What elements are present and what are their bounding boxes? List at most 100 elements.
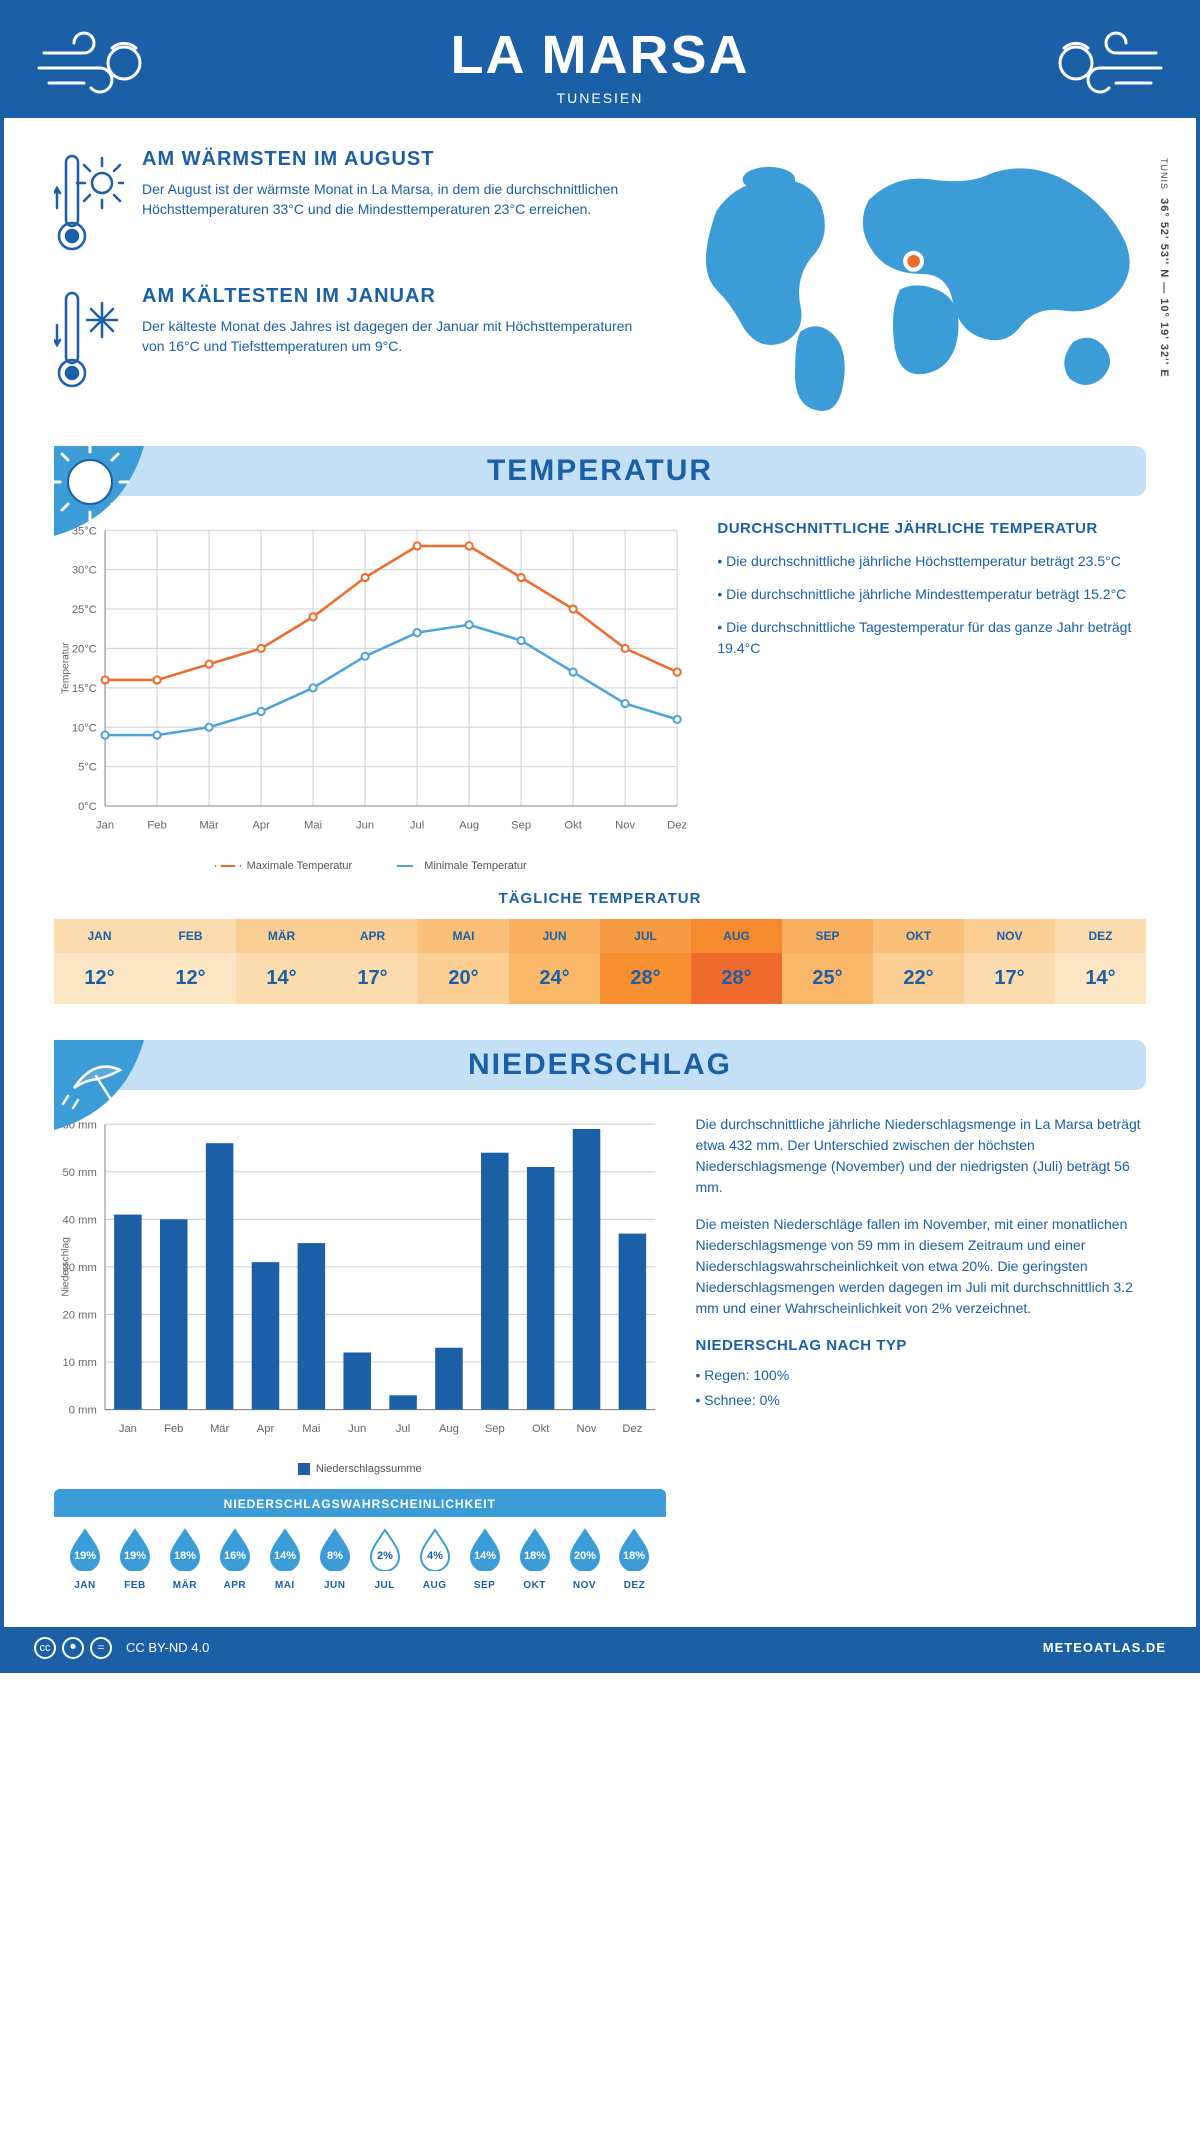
wind-icon-left	[34, 28, 154, 108]
svg-text:Mai: Mai	[304, 819, 322, 831]
svg-text:Temperatur: Temperatur	[60, 641, 71, 693]
svg-text:Nov: Nov	[577, 1423, 597, 1435]
temperature-line-chart: 0°C5°C10°C15°C20°C25°C30°C35°CJanFebMärA…	[54, 520, 687, 847]
temperature-legend: Maximale Temperatur Minimale Temperatur	[54, 860, 687, 872]
nd-icon: =	[90, 1637, 112, 1659]
svg-text:19%: 19%	[124, 1550, 146, 1562]
prob-drop: 2% JUL	[360, 1527, 410, 1591]
svg-text:10 mm: 10 mm	[63, 1357, 97, 1369]
svg-text:10°C: 10°C	[72, 722, 97, 734]
coordinates: TUNIS 36° 52' 53'' N — 10° 19' 32'' E	[1158, 158, 1170, 378]
svg-text:20%: 20%	[573, 1550, 595, 1562]
sun-icon	[54, 446, 144, 536]
daily-temp-title: TÄGLICHE TEMPERATUR	[54, 890, 1146, 907]
svg-text:Feb: Feb	[164, 1423, 183, 1435]
prob-drop: 16% APR	[210, 1527, 260, 1591]
warmest-title: AM WÄRMSTEN IM AUGUST	[142, 148, 655, 171]
svg-text:Feb: Feb	[147, 819, 166, 831]
wind-icon-right	[1046, 28, 1166, 108]
precipitation-bar-chart: 0 mm10 mm20 mm30 mm40 mm50 mm60 mmNieder…	[54, 1114, 666, 1450]
prob-drop: 18% DEZ	[609, 1527, 659, 1591]
page-subtitle: TUNESIEN	[4, 90, 1196, 106]
site-name: METEOATLAS.DE	[1043, 1640, 1166, 1655]
prob-drop: 20% NOV	[560, 1527, 610, 1591]
svg-text:14%: 14%	[274, 1550, 296, 1562]
prob-drop: 14% MAI	[260, 1527, 310, 1591]
svg-text:0 mm: 0 mm	[69, 1404, 97, 1416]
thermometer-hot-icon	[54, 148, 124, 258]
footer: cc ⏺ = CC BY-ND 4.0 METEOATLAS.DE	[4, 1627, 1196, 1669]
svg-text:0°C: 0°C	[78, 801, 97, 813]
intro-section: AM WÄRMSTEN IM AUGUST Der August ist der…	[54, 148, 1146, 426]
svg-text:19%: 19%	[74, 1550, 96, 1562]
daily-temp-table: JANFEBMÄRAPRMAIJUNJULAUGSEPOKTNOVDEZ12°1…	[54, 919, 1146, 1004]
svg-text:30°C: 30°C	[72, 564, 97, 576]
svg-text:20°C: 20°C	[72, 643, 97, 655]
precipitation-heading: NIEDERSCHLAG	[54, 1048, 1146, 1082]
svg-text:Niederschlag: Niederschlag	[60, 1236, 71, 1296]
svg-text:25°C: 25°C	[72, 604, 97, 616]
svg-text:Sep: Sep	[511, 819, 531, 831]
infographic-page: LA MARSA TUNESIEN	[0, 0, 1200, 1673]
thermometer-cold-icon	[54, 285, 124, 395]
temperature-heading: TEMPERATUR	[54, 454, 1146, 488]
warmest-fact: AM WÄRMSTEN IM AUGUST Der August ist der…	[54, 148, 655, 263]
svg-text:Aug: Aug	[459, 819, 479, 831]
header: LA MARSA TUNESIEN	[4, 4, 1196, 118]
svg-text:8%: 8%	[327, 1550, 343, 1562]
page-title: LA MARSA	[4, 24, 1196, 86]
svg-text:40 mm: 40 mm	[63, 1214, 97, 1226]
svg-text:16%: 16%	[224, 1550, 246, 1562]
svg-text:Jul: Jul	[396, 1423, 410, 1435]
svg-text:Dez: Dez	[622, 1423, 642, 1435]
svg-text:20 mm: 20 mm	[63, 1309, 97, 1321]
svg-text:Apr: Apr	[252, 819, 270, 831]
warmest-text: Der August ist der wärmste Monat in La M…	[142, 179, 655, 220]
prob-drop: 18% OKT	[510, 1527, 560, 1591]
svg-text:18%: 18%	[524, 1550, 546, 1562]
svg-text:Okt: Okt	[532, 1423, 550, 1435]
svg-text:18%: 18%	[174, 1550, 196, 1562]
svg-text:Nov: Nov	[615, 819, 635, 831]
svg-text:50 mm: 50 mm	[63, 1166, 97, 1178]
temperature-header: TEMPERATUR	[54, 446, 1146, 496]
prob-drop: 19% FEB	[110, 1527, 160, 1591]
svg-text:Jun: Jun	[356, 819, 374, 831]
svg-text:2%: 2%	[377, 1550, 393, 1562]
svg-text:Jan: Jan	[119, 1423, 137, 1435]
prob-drop: 8% JUN	[310, 1527, 360, 1591]
precipitation-info: Die durchschnittliche jährliche Niedersc…	[696, 1114, 1146, 1597]
prob-drop: 19% JAN	[60, 1527, 110, 1591]
svg-text:Sep: Sep	[485, 1423, 505, 1435]
coldest-text: Der kälteste Monat des Jahres ist dagege…	[142, 316, 655, 357]
svg-text:Aug: Aug	[439, 1423, 459, 1435]
svg-text:Mai: Mai	[302, 1423, 320, 1435]
prob-drop: 4% AUG	[410, 1527, 460, 1591]
svg-text:Mär: Mär	[210, 1423, 230, 1435]
temperature-info: DURCHSCHNITTLICHE JÄHRLICHE TEMPERATUR •…	[717, 520, 1146, 872]
svg-text:Jan: Jan	[96, 819, 114, 831]
world-map	[685, 148, 1146, 421]
precipitation-probability-box: NIEDERSCHLAGSWAHRSCHEINLICHKEIT 19% JAN …	[54, 1489, 666, 1597]
cc-icon: cc	[34, 1637, 56, 1659]
svg-text:Dez: Dez	[667, 819, 687, 831]
coldest-fact: AM KÄLTESTEN IM JANUAR Der kälteste Mona…	[54, 285, 655, 400]
svg-text:Apr: Apr	[257, 1423, 275, 1435]
svg-text:18%: 18%	[623, 1550, 645, 1562]
svg-text:14%: 14%	[474, 1550, 496, 1562]
svg-text:Jul: Jul	[410, 819, 424, 831]
svg-text:4%: 4%	[427, 1550, 443, 1562]
precipitation-header: NIEDERSCHLAG	[54, 1040, 1146, 1090]
svg-text:Okt: Okt	[564, 819, 582, 831]
precipitation-legend: Niederschlagssumme	[54, 1463, 666, 1475]
prob-drop: 18% MÄR	[160, 1527, 210, 1591]
by-icon: ⏺	[62, 1637, 84, 1659]
svg-text:Mär: Mär	[199, 819, 219, 831]
prob-drop: 14% SEP	[460, 1527, 510, 1591]
svg-text:Jun: Jun	[348, 1423, 366, 1435]
svg-text:15°C: 15°C	[72, 683, 97, 695]
umbrella-icon	[54, 1040, 144, 1130]
svg-text:5°C: 5°C	[78, 761, 97, 773]
license-badge: cc ⏺ = CC BY-ND 4.0	[34, 1637, 209, 1659]
coldest-title: AM KÄLTESTEN IM JANUAR	[142, 285, 655, 308]
